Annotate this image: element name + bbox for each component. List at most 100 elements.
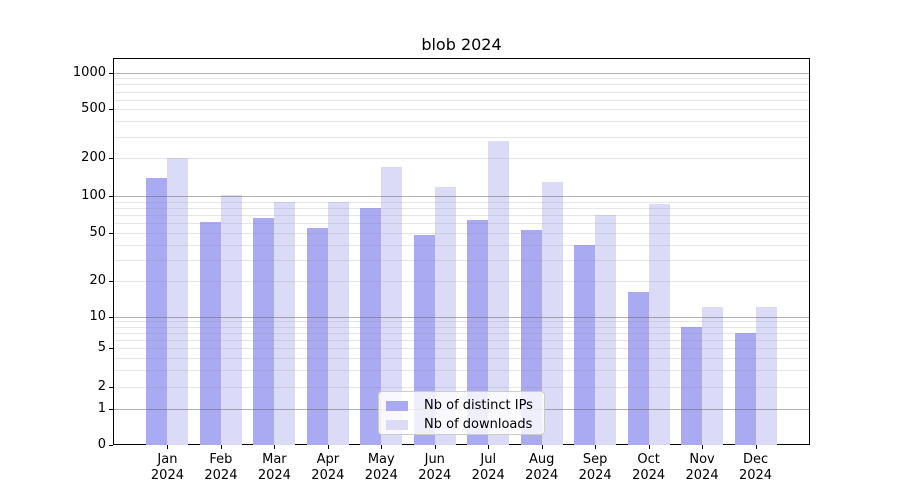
plot-area [113, 58, 810, 445]
gridline-minor-70 [114, 215, 809, 217]
gridline-minor-8 [114, 326, 809, 328]
x-axis-tick-label-3: Apr 2024 [311, 452, 345, 483]
y-axis-tick-mark-2 [109, 386, 113, 388]
x-axis-tick-label-6: Jul 2024 [471, 452, 505, 483]
bar-downloads-7 [541, 181, 563, 445]
gridline-minor-4 [114, 357, 809, 359]
y-axis-tick-mark-20 [109, 280, 113, 282]
y-axis-tick-mark-0 [109, 445, 113, 446]
y-axis-tick-mark-100 [109, 196, 113, 197]
legend-label-downloads: Nb of downloads [424, 417, 533, 432]
gridline-minor-5 [114, 348, 809, 350]
x-axis-tick-mark-11 [755, 445, 757, 449]
legend-swatch-distinct-ips-icon [386, 401, 408, 411]
legend-item-downloads: Nb of downloads [386, 417, 544, 433]
x-axis-tick-mark-3 [327, 445, 329, 449]
gridline-minor-900 [114, 78, 809, 80]
gridline-minor-800 [114, 84, 809, 86]
gridline-minor-60 [114, 223, 809, 225]
bar-downloads-8 [595, 215, 617, 445]
x-axis-tick-mark-1 [220, 445, 222, 449]
x-axis-tick-label-7: Aug 2024 [525, 452, 559, 483]
gridline-minor-2 [114, 386, 809, 388]
bar-distinct-ips-1 [199, 221, 221, 445]
x-axis-tick-mark-5 [434, 445, 436, 449]
bar-distinct-ips-6 [467, 220, 489, 445]
bar-distinct-ips-2 [253, 218, 275, 445]
gridline-minor-9 [114, 321, 809, 323]
legend-swatch-downloads-icon [386, 420, 408, 430]
x-axis-tick-label-8: Sep 2024 [578, 452, 612, 483]
gridline-minor-600 [114, 99, 809, 101]
y-axis-tick-mark-5 [109, 348, 113, 350]
y-axis-tick-mark-50 [109, 233, 113, 235]
y-axis-tick-label-2: 2 [97, 378, 106, 394]
x-axis-tick-label-5: Jun 2024 [418, 452, 452, 483]
legend-item-distinct-ips: Nb of distinct IPs [386, 398, 544, 414]
y-axis-tick-mark-1000 [109, 72, 113, 74]
bar-distinct-ips-10 [681, 326, 703, 445]
y-axis-tick-label-100: 100 [81, 188, 106, 203]
y-axis-tick-label-5: 5 [97, 340, 106, 356]
gridline-minor-80 [114, 208, 809, 209]
x-axis-tick-mark-0 [167, 445, 169, 449]
bar-distinct-ips-8 [574, 244, 596, 445]
x-axis-tick-mark-4 [381, 445, 383, 449]
y-axis-tick-mark-10 [109, 316, 113, 318]
y-axis-tick-mark-200 [109, 158, 113, 160]
bar-downloads-2 [274, 201, 296, 445]
bar-downloads-3 [327, 201, 349, 445]
x-axis-tick-mark-6 [488, 445, 490, 449]
y-axis-tick-mark-500 [109, 109, 113, 111]
gridline-minor-200 [114, 158, 809, 160]
gridline-major-10 [114, 316, 809, 318]
y-axis-tick-label-20: 20 [89, 272, 106, 288]
legend: Nb of distinct IPs Nb of downloads [378, 391, 545, 435]
x-axis-tick-mark-9 [648, 445, 650, 449]
gridline-minor-500 [114, 109, 809, 111]
y-axis-tick-label-1000: 1000 [72, 64, 106, 80]
bar-distinct-ips-0 [146, 177, 168, 445]
x-axis-tick-mark-8 [595, 445, 597, 449]
bar-downloads-9 [648, 204, 670, 445]
y-axis-tick-mark-1 [109, 409, 113, 410]
gridline-minor-40 [114, 244, 809, 246]
bar-downloads-4 [381, 167, 403, 445]
x-axis-tick-label-4: May 2024 [364, 452, 398, 483]
bar-distinct-ips-3 [306, 228, 328, 445]
gridline-minor-90 [114, 201, 809, 203]
gridline-major-1000 [114, 72, 809, 74]
x-axis-tick-label-9: Oct 2024 [632, 452, 666, 483]
y-axis-tick-label-0: 0 [97, 437, 106, 452]
gridline-major-100 [114, 196, 809, 197]
chart-title: blob 2024 [421, 35, 502, 54]
gridline-minor-7 [114, 332, 809, 334]
bar-downloads-5 [434, 186, 456, 445]
y-axis-tick-label-200: 200 [81, 150, 106, 166]
legend-label-distinct-ips: Nb of distinct IPs [424, 398, 533, 413]
bar-distinct-ips-4 [360, 208, 382, 445]
x-axis-tick-label-10: Nov 2024 [685, 452, 719, 483]
gridline-minor-20 [114, 280, 809, 282]
gridline-minor-50 [114, 233, 809, 235]
x-axis-tick-label-0: Jan 2024 [150, 452, 184, 483]
y-axis-tick-label-50: 50 [89, 225, 106, 241]
bar-downloads-6 [488, 141, 510, 445]
gridline-minor-400 [114, 121, 809, 123]
bar-downloads-1 [220, 195, 242, 445]
bar-distinct-ips-11 [734, 332, 756, 445]
x-axis-tick-mark-10 [702, 445, 704, 449]
bar-downloads-0 [167, 158, 189, 445]
gridline-minor-30 [114, 259, 809, 261]
x-axis-tick-mark-2 [274, 445, 276, 449]
gridline-minor-700 [114, 91, 809, 93]
x-axis-tick-mark-7 [541, 445, 543, 449]
y-axis-tick-label-1: 1 [97, 401, 106, 416]
gridline-minor-6 [114, 339, 809, 341]
y-axis-tick-label-500: 500 [81, 101, 106, 117]
x-axis-tick-label-2: Mar 2024 [257, 452, 291, 483]
bar-downloads-11 [755, 307, 777, 445]
x-axis-tick-label-11: Dec 2024 [738, 452, 773, 483]
y-axis-tick-label-10: 10 [89, 308, 106, 324]
